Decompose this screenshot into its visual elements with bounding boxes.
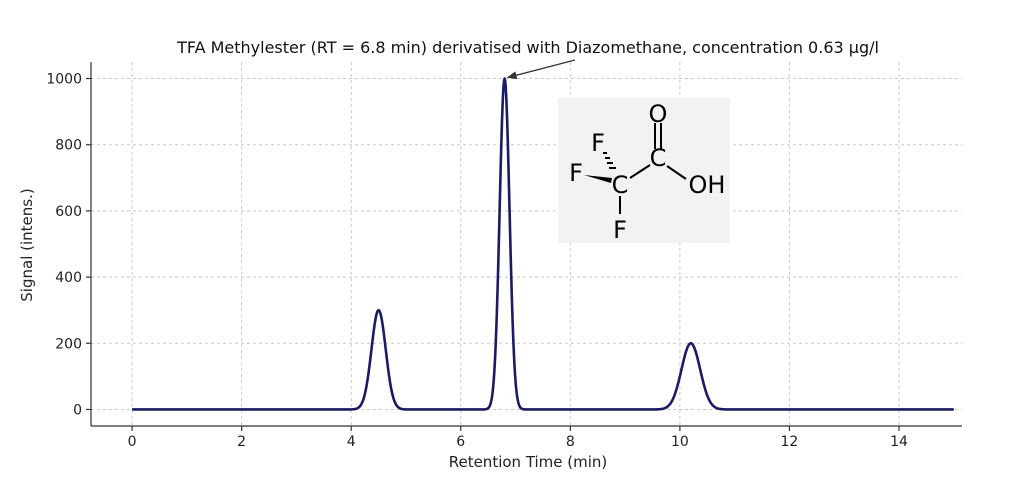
chart-title: TFA Methylester (RT = 6.8 min) derivatis… — [176, 38, 879, 57]
inset-background — [558, 98, 730, 243]
annotation-arrow — [506, 59, 576, 80]
atom-f-top: F — [591, 129, 605, 157]
x-tick-label: 14 — [890, 434, 908, 450]
series-layer — [131, 77, 955, 411]
atom-c-carbonyl: C — [650, 144, 667, 172]
c-f-wedge-bond — [584, 175, 612, 183]
y-tick-label: 1000 — [46, 72, 82, 88]
x-tick-label: 2 — [237, 434, 246, 450]
x-tick-label: 4 — [347, 434, 356, 450]
x-tick-label: 6 — [456, 434, 465, 450]
x-tick-label: 10 — [671, 434, 689, 450]
y-tick-label: 400 — [55, 270, 82, 286]
c-f-hashed-bond — [603, 152, 616, 169]
y-tick-label: 800 — [55, 138, 82, 154]
atom-f-left: F — [569, 159, 583, 187]
atom-c-cf3: C — [612, 171, 629, 199]
x-tick-label: 12 — [781, 434, 799, 450]
y-tick-label: 0 — [73, 402, 82, 418]
chromatogram-line — [131, 77, 955, 411]
x-tick-label: 8 — [566, 434, 575, 450]
ticks: 0 2 4 6 8 10 12 14 0 200 400 600 800 1000 — [46, 72, 908, 450]
tfa-structure-inset: O C OH C F F F — [558, 98, 730, 244]
x-tick-label: 0 — [128, 434, 137, 450]
atom-oh: OH — [689, 171, 726, 199]
x-axis-label: Retention Time (min) — [449, 453, 608, 471]
c-c-bond — [629, 164, 651, 179]
atom-o-top: O — [649, 100, 668, 128]
y-tick-label: 200 — [55, 336, 82, 352]
y-axis-label: Signal (intens.) — [18, 188, 36, 301]
y-tick-label: 600 — [55, 204, 82, 220]
axes — [90, 62, 962, 427]
atom-f-bottom: F — [613, 216, 627, 244]
c-oh-bond — [666, 165, 687, 180]
peak-annotation — [506, 59, 576, 80]
